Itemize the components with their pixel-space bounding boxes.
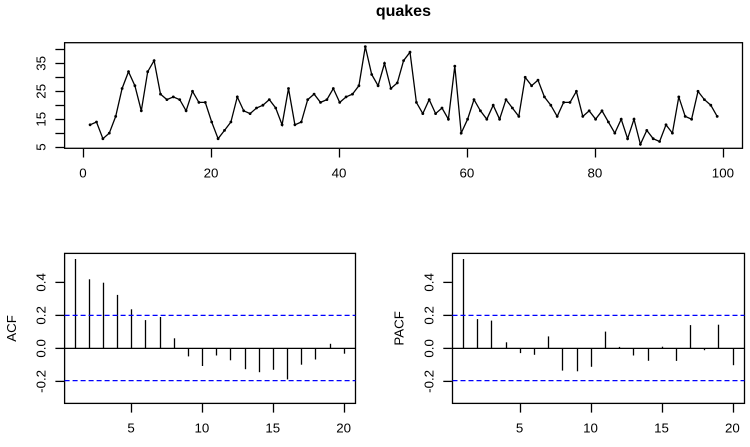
svg-text:ACF: ACF xyxy=(4,315,19,342)
svg-text:15: 15 xyxy=(33,112,48,127)
svg-text:40: 40 xyxy=(332,166,347,181)
svg-text:35: 35 xyxy=(33,56,48,71)
svg-text:-0.2: -0.2 xyxy=(33,370,48,393)
svg-text:100: 100 xyxy=(712,166,734,181)
svg-text:0.2: 0.2 xyxy=(421,306,436,325)
svg-text:0: 0 xyxy=(79,166,86,181)
svg-text:20: 20 xyxy=(725,420,740,435)
svg-text:0.0: 0.0 xyxy=(33,339,48,358)
svg-text:0.2: 0.2 xyxy=(33,306,48,325)
svg-text:quakes: quakes xyxy=(376,3,431,20)
svg-text:60: 60 xyxy=(460,166,475,181)
svg-text:0.4: 0.4 xyxy=(421,273,436,292)
svg-text:15: 15 xyxy=(265,420,280,435)
svg-text:5: 5 xyxy=(33,143,48,150)
svg-text:5: 5 xyxy=(127,420,134,435)
svg-text:20: 20 xyxy=(336,420,351,435)
svg-text:20: 20 xyxy=(204,166,219,181)
svg-text:5: 5 xyxy=(516,420,523,435)
svg-text:10: 10 xyxy=(583,420,598,435)
svg-text:15: 15 xyxy=(654,420,669,435)
svg-text:10: 10 xyxy=(195,420,210,435)
svg-text:0.4: 0.4 xyxy=(33,273,48,292)
svg-text:25: 25 xyxy=(33,84,48,99)
svg-text:0.0: 0.0 xyxy=(421,339,436,358)
svg-text:PACF: PACF xyxy=(392,311,407,345)
svg-text:80: 80 xyxy=(588,166,603,181)
svg-text:-0.2: -0.2 xyxy=(421,370,436,393)
